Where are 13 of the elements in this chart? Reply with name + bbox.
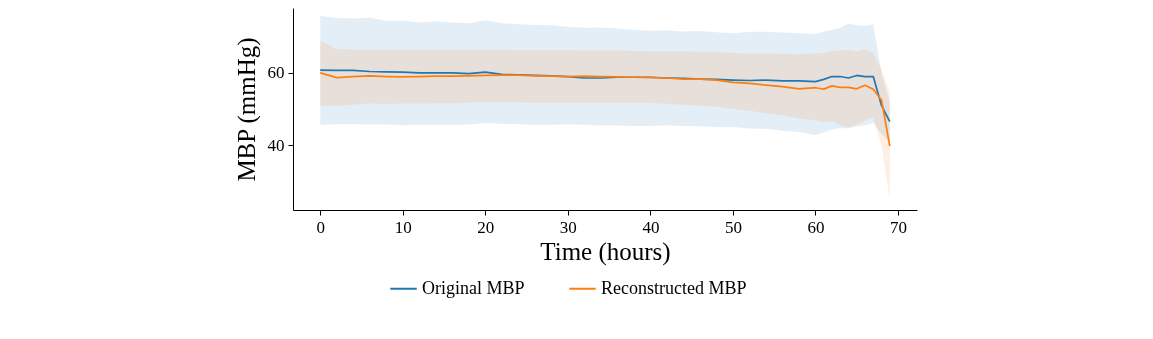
x-tick-label: 70: [890, 217, 908, 237]
legend-label: Original MBP: [422, 277, 525, 298]
legend-label: Reconstructed MBP: [601, 277, 747, 298]
line-series: [319, 72, 891, 147]
y-axis-title: MBP (mmHg): [232, 37, 261, 182]
x-tick-label: 50: [724, 217, 742, 237]
x-tick-label: 20: [477, 217, 495, 237]
x-tick-label: 0: [316, 217, 325, 237]
x-axis-title: Time (hours): [540, 237, 671, 266]
x-tick-label: 30: [559, 217, 577, 237]
x-tick-label: 40: [642, 217, 660, 237]
x-tick-label: 60: [807, 217, 825, 237]
x-tick-label: 10: [394, 217, 412, 237]
